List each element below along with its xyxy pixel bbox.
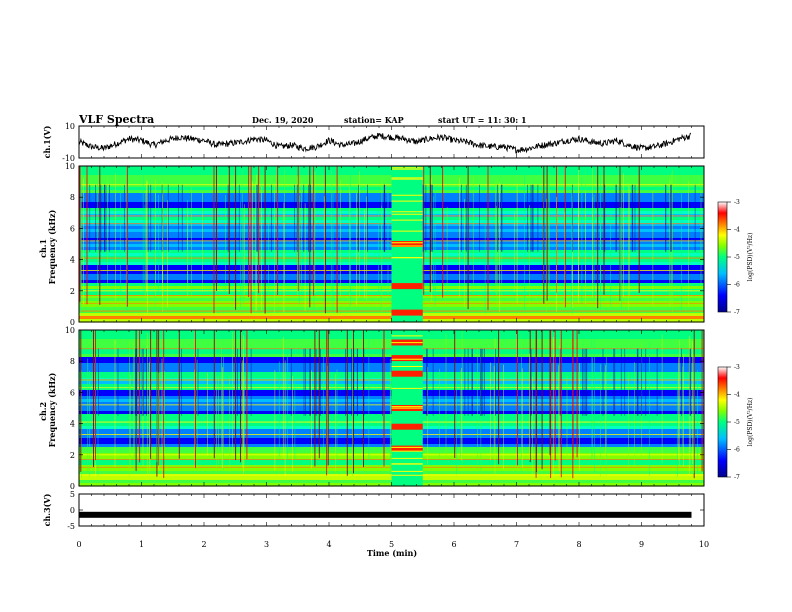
x-tick-label: 10 — [699, 540, 709, 549]
ch2-colorbar: -3 -4 -5 -6 -7 log(PSD)(V²/Hz) — [717, 364, 754, 481]
ch1-spectrogram-heatmap — [79, 166, 704, 323]
ch2-spectrogram-ylabel-line1: ch.2 — [38, 402, 48, 421]
ch1-colorbar-tick-label: -7 — [734, 309, 740, 316]
ch1-spectrogram-ylabel-line1: ch.1 — [38, 239, 48, 258]
ch2-spectrogram-ytick-label: 4 — [70, 420, 75, 429]
ch1-spectrogram-interference-block — [391, 166, 423, 322]
ch1-waveform-ytick-label: -10 — [62, 154, 75, 163]
ch2-colorbar-tick-label: -4 — [734, 392, 740, 399]
x-tick-label: 3 — [264, 540, 269, 549]
ch2-spectrogram-block-band — [391, 445, 423, 452]
ch1-waveform-panel: 10 -10 — [62, 122, 705, 163]
ch1-waveform-series-line — [78, 132, 692, 154]
x-tick-label: 6 — [451, 540, 456, 549]
ch2-spectrogram-block-band — [391, 370, 423, 377]
figure-title: VLF Spectra — [78, 113, 154, 126]
ch1-colorbar: -3 -4 -5 -6 -7 log(PSD)(V²/Hz) — [717, 199, 754, 316]
ch1-spectrogram-ylabel: ch.1 Frequency (kHz) — [38, 209, 57, 284]
ch3-waveform-ylabel: ch.3(V) — [42, 493, 52, 526]
ch2-spectrogram-interference-block — [391, 330, 423, 486]
ch1-spectrogram-block-band — [391, 241, 423, 247]
ch2-spectrogram-ytick-label: 8 — [70, 357, 75, 366]
ch1-spectrogram-ytick-label: 8 — [70, 193, 75, 202]
ch1-spectrogram-ytick-label: 4 — [70, 256, 75, 265]
station-label: station= KAP — [344, 115, 404, 125]
x-tick-label: 1 — [139, 540, 144, 549]
ch2-spectrogram-block-band — [391, 355, 423, 362]
x-tick-label: 7 — [514, 540, 519, 549]
ch1-spectrogram-ylabel-line2: Frequency (kHz) — [47, 209, 57, 284]
ch2-colorbar-tick-label: -7 — [734, 474, 740, 481]
ch1-colorbar-tick-label: -3 — [734, 199, 740, 206]
ch1-colorbar-tick-label: -5 — [734, 254, 740, 261]
x-tick-label: 8 — [576, 540, 581, 549]
ch2-spectrogram-ytick-label: 0 — [70, 482, 75, 491]
ch1-spectrogram-ytick-label: 10 — [65, 162, 75, 171]
x-tick-label: 9 — [639, 540, 644, 549]
ch3-waveform-ytick-label: -5 — [67, 522, 75, 531]
ch2-colorbar-tick-label: -3 — [734, 364, 740, 371]
ch3-waveform-frame — [78, 493, 705, 527]
ch2-spectrogram-heatmap — [78, 330, 704, 487]
ch1-colorbar-tick-label: -4 — [734, 227, 740, 234]
date-label: Dec. 19, 2020 — [252, 115, 314, 125]
ch1-spectrogram-ytick-label: 0 — [70, 318, 75, 327]
ch2-spectrogram-ytick-label: 6 — [70, 388, 75, 397]
ch2-colorbar-label: log(PSD)(V²/Hz) — [747, 398, 754, 447]
ch3-waveform-ytick-label: 5 — [70, 490, 75, 499]
ch2-spectrogram-panel: 0 2 4 6 8 10 — [65, 326, 705, 491]
x-tick-label: 2 — [201, 540, 206, 549]
ch1-waveform-ylabel: ch.1(V) — [42, 125, 52, 158]
x-tick-label: 0 — [76, 540, 81, 549]
ch2-spectrogram-block-band — [391, 423, 423, 430]
ch1-spectrogram-ytick-label: 2 — [70, 287, 75, 296]
ch3-waveform-series-line — [79, 511, 692, 518]
ch1-spectrogram-panel: 0 2 4 6 8 10 — [65, 162, 705, 327]
x-tick-label: 5 — [389, 540, 394, 549]
ch1-spectrogram-ytick-label: 6 — [70, 224, 75, 233]
ch3-waveform-panel: 5 0 -5 — [67, 490, 705, 531]
ch2-spectrogram-ytick-label: 2 — [70, 451, 75, 460]
ch1-colorbar-label: log(PSD)(V²/Hz) — [747, 233, 754, 282]
ch1-colorbar-gradient — [717, 201, 728, 313]
ch3-waveform-ytick-label: 0 — [70, 506, 75, 515]
x-axis-label: Time (min) — [367, 548, 417, 558]
ch1-waveform-ytick-label: 10 — [65, 122, 75, 131]
x-tick-label: 4 — [326, 540, 331, 549]
ch2-colorbar-gradient — [717, 366, 728, 478]
ch2-spectrogram-ylabel: ch.2 Frequency (kHz) — [38, 372, 57, 447]
ch1-spectrogram-block-band — [391, 283, 423, 290]
ch1-colorbar-tick-label: -6 — [734, 282, 740, 289]
ch2-colorbar-tick-label: -5 — [734, 419, 740, 426]
ch2-spectrogram-ylabel-line2: Frequency (kHz) — [47, 372, 57, 447]
ch2-spectrogram-ytick-label: 10 — [65, 326, 75, 335]
start-ut-label: start UT = 11: 30: 1 — [438, 115, 527, 125]
ch1-spectrogram-block-band — [391, 309, 423, 316]
ch2-colorbar-tick-label: -6 — [734, 447, 740, 454]
